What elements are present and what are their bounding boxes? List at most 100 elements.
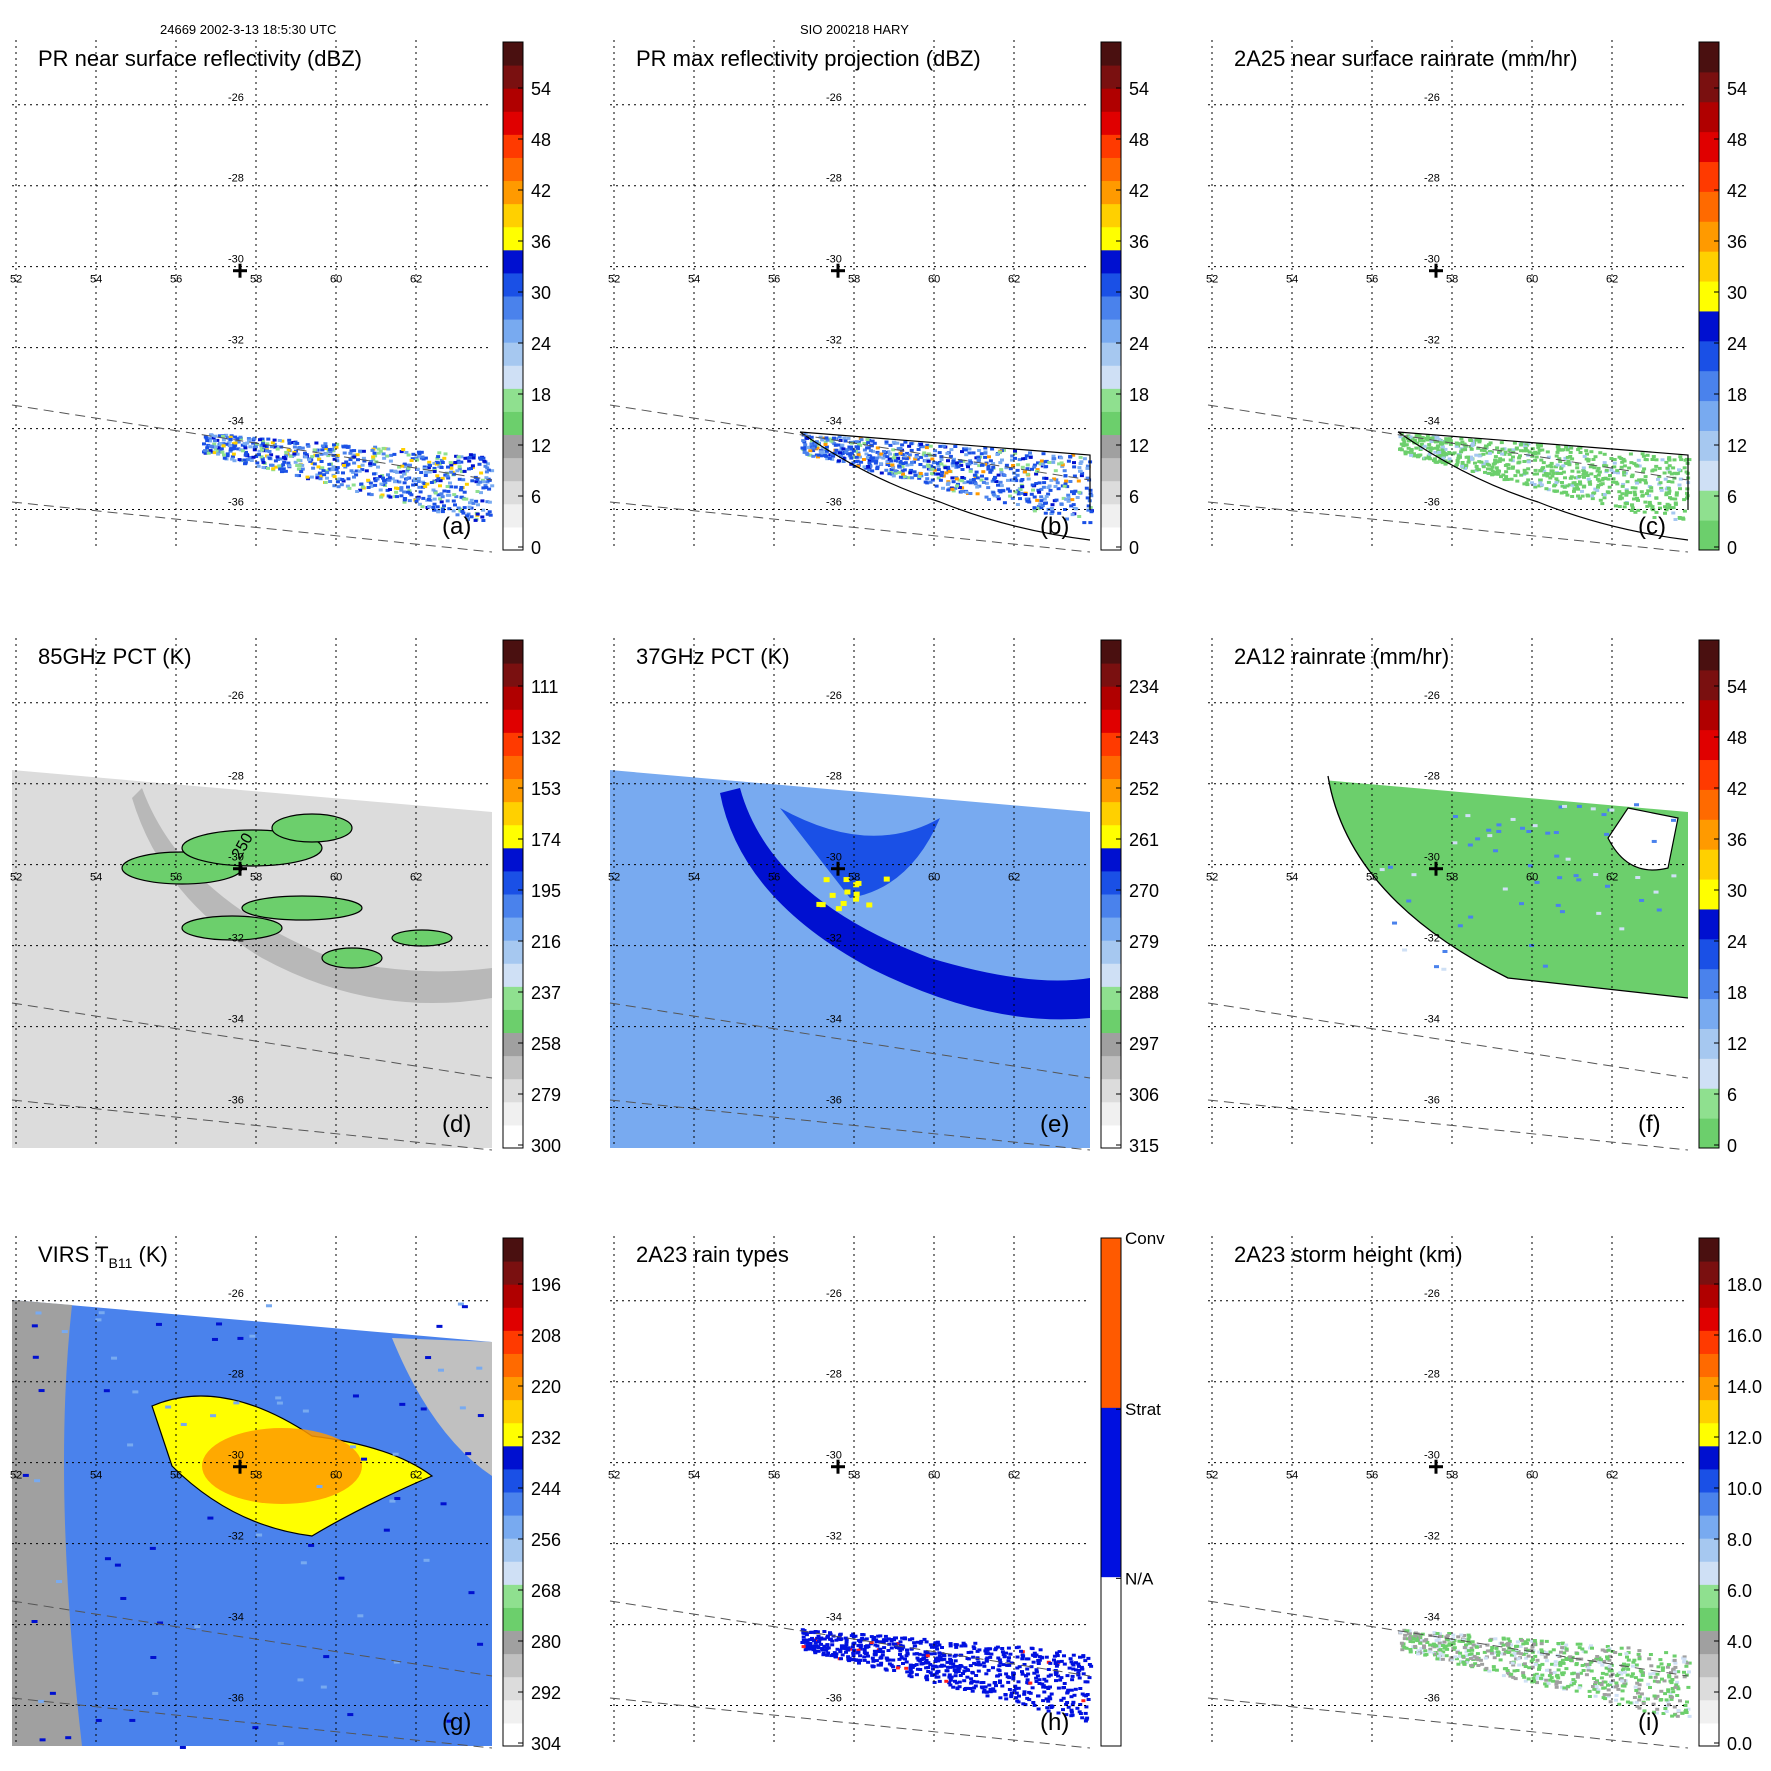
colorbar-segment: [1699, 879, 1719, 910]
colorbar-segment: [503, 640, 523, 664]
colorbar-tick-label: 132: [531, 728, 561, 748]
colorbar-tick-label: 243: [1129, 728, 1159, 748]
colorbar-segment: [1101, 1576, 1121, 1747]
lon-label: 60: [330, 872, 342, 884]
colorbar-segment: [1101, 411, 1121, 436]
lat-label: -36: [1424, 1095, 1440, 1107]
colorbar-segment: [503, 203, 523, 228]
colorbar: 18.0 16.0 14.0 12.0 10.0 8.0 6.0 4.0 2.0 0.0: [1698, 1237, 1762, 1754]
lat-label: -32: [228, 933, 244, 945]
colorbar-segment: [503, 1468, 523, 1493]
colorbar-segment: [503, 434, 523, 459]
colorbar-segment: [503, 894, 523, 918]
colorbar-segment: [503, 847, 523, 872]
panel-label: (i): [1638, 1709, 1659, 1736]
colorbar-segment: [1699, 71, 1719, 103]
colorbar-segment: [503, 296, 523, 320]
storm-center-cross-icon: [831, 263, 845, 278]
colorbar-segment: [503, 1330, 523, 1354]
storm-center-cross-icon: [831, 1459, 845, 1474]
colorbar-segment: [503, 249, 523, 274]
lon-label: 62: [1008, 872, 1020, 884]
colorbar-tick-label: 297: [1129, 1034, 1159, 1054]
lon-label: 54: [1286, 1470, 1298, 1482]
lat-label: -30: [228, 254, 244, 266]
colorbar-tick-label: 195: [531, 881, 561, 901]
panel-title: VIRS TB11 (K): [38, 1242, 168, 1271]
panel-label: (a): [442, 513, 471, 540]
colorbar-tick-label: 8.0: [1727, 1530, 1752, 1550]
colorbar-tick-label: N/A: [1125, 1569, 1154, 1588]
colorbar-segment: [1101, 870, 1121, 895]
colorbar-segment: [503, 1284, 523, 1308]
colorbar-segment: [1699, 460, 1719, 491]
lon-label: 54: [1286, 872, 1298, 884]
colorbar-tick-label: 0.0: [1727, 1734, 1752, 1754]
colorbar-segment: [1699, 1307, 1719, 1331]
colorbar-tick-label: 0: [1727, 1136, 1737, 1156]
colorbar-segment: [503, 226, 523, 251]
lon-label: 62: [1008, 274, 1020, 286]
colorbar-tick-label: 6.0: [1727, 1581, 1752, 1601]
colorbar-segment: [503, 457, 523, 482]
colorbar-segment: [503, 180, 523, 205]
colorbar-segment: [503, 778, 523, 803]
colorbar-tick-label: 300: [531, 1136, 561, 1156]
colorbar-segment: [1699, 1584, 1719, 1608]
lat-label: -30: [1424, 254, 1440, 266]
colorbar-tick-label: 153: [531, 779, 561, 799]
colorbar-segment: [1699, 221, 1719, 252]
colorbar-segment: [503, 709, 523, 733]
lat-label: -26: [826, 690, 842, 702]
colorbar-segment: [1699, 1607, 1719, 1632]
colorbar-tick-label: 0: [1129, 538, 1139, 558]
colorbar-segment: [503, 986, 523, 1010]
colorbar-tick-label: 24: [1727, 334, 1747, 354]
colorbar-segment: [1699, 1722, 1719, 1747]
lat-label: -36: [826, 1095, 842, 1107]
colorbar-segment: [503, 1722, 523, 1747]
swath-edge-line: [1207, 1099, 1689, 1151]
swath-edge-line: [11, 1002, 493, 1079]
colorbar-segment: [1699, 669, 1719, 701]
lat-label: -26: [826, 1288, 842, 1300]
colorbar: 111 132 153 174 195 216 237 258 279 300: [502, 639, 561, 1156]
colorbar-segment: [503, 1101, 523, 1126]
lon-label: 62: [1008, 1470, 1020, 1482]
colorbar-segment: [503, 801, 523, 826]
lon-label: 58: [1446, 274, 1458, 286]
colorbar-segment: [1699, 101, 1719, 133]
panel-label: (h): [1040, 1709, 1069, 1736]
lon-label: 60: [928, 872, 940, 884]
colorbar-tick-label: 18: [1727, 385, 1747, 405]
swath-edge-line: [609, 1099, 1091, 1151]
colorbar-segment: [503, 111, 523, 135]
colorbar-segment: [1101, 480, 1121, 505]
colorbar-tick-label: 6: [1727, 487, 1737, 507]
colorbar-segment: [1101, 272, 1121, 297]
lon-label: 60: [1526, 1470, 1538, 1482]
colorbar-segment: [503, 1353, 523, 1378]
colorbar-segment: [1101, 296, 1121, 320]
lon-label: 56: [768, 872, 780, 884]
colorbar-segment: [1699, 251, 1719, 282]
lon-label: 56: [1366, 1470, 1378, 1482]
colorbar-segment: [1699, 1284, 1719, 1308]
lat-label: -34: [1424, 1612, 1440, 1624]
colorbar-segment: [1101, 65, 1121, 89]
colorbar-segment: [1101, 824, 1121, 849]
colorbar-segment: [1101, 42, 1121, 66]
storm-center-cross-icon: [1429, 861, 1443, 876]
colorbar-segment: [1699, 729, 1719, 761]
swath-edge-line: [1207, 404, 1689, 481]
colorbar-segment: [503, 870, 523, 895]
lon-label: 54: [90, 1470, 102, 1482]
colorbar-segment: [1101, 1032, 1121, 1057]
panel-label: (f): [1638, 1111, 1661, 1138]
colorbar-segment: [1699, 1330, 1719, 1354]
colorbar-segment: [1699, 1118, 1719, 1149]
lon-label: 52: [608, 872, 620, 884]
colorbar-segment: [1101, 88, 1121, 112]
colorbar-segment: [1699, 191, 1719, 222]
